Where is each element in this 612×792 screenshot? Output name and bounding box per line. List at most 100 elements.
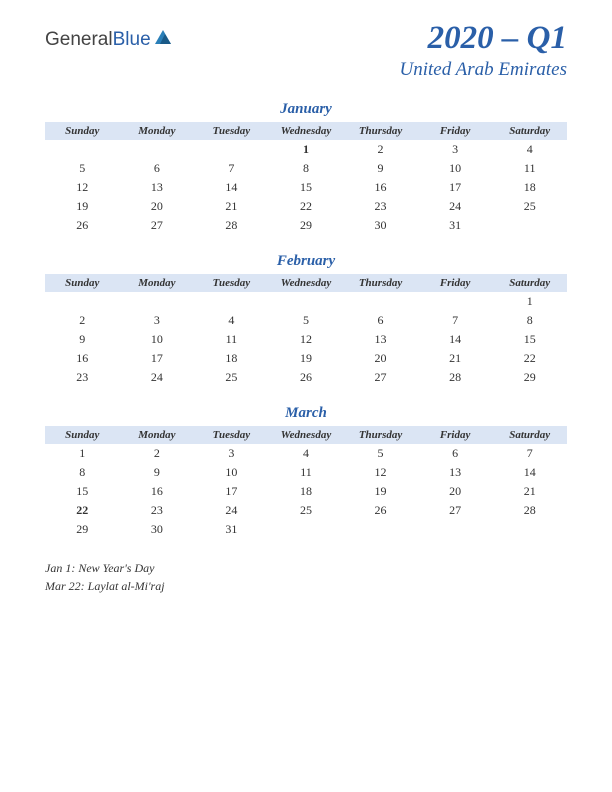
day-header: Saturday	[492, 426, 567, 444]
calendars-container: JanuarySundayMondayTuesdayWednesdayThurs…	[45, 101, 567, 539]
day-cell: 7	[194, 159, 269, 178]
day-cell: 17	[418, 178, 493, 197]
day-cell: 26	[343, 501, 418, 520]
table-row: 15161718192021	[45, 482, 567, 501]
day-cell: 16	[343, 178, 418, 197]
day-header: Tuesday	[194, 122, 269, 140]
day-cell: 4	[269, 444, 344, 463]
day-cell	[120, 292, 195, 311]
day-cell: 8	[45, 463, 120, 482]
day-cell: 19	[269, 349, 344, 368]
day-header: Thursday	[343, 274, 418, 292]
logo-text-1: General	[45, 29, 113, 50]
day-header: Monday	[120, 274, 195, 292]
day-cell	[45, 140, 120, 159]
day-cell: 4	[492, 140, 567, 159]
day-cell: 14	[418, 330, 493, 349]
table-row: 23242526272829	[45, 368, 567, 387]
month-block: FebruarySundayMondayTuesdayWednesdayThur…	[45, 253, 567, 387]
day-cell: 23	[343, 197, 418, 216]
day-cell: 9	[120, 463, 195, 482]
logo-text-2: Blue	[113, 29, 151, 50]
day-cell	[343, 520, 418, 539]
day-cell	[120, 140, 195, 159]
note-line: Jan 1: New Year's Day	[45, 559, 567, 577]
day-cell: 9	[343, 159, 418, 178]
day-header: Wednesday	[269, 426, 344, 444]
header: GeneralBlue 2020 – Q1 United Arab Emirat…	[45, 20, 567, 81]
day-cell: 24	[120, 368, 195, 387]
month-block: JanuarySundayMondayTuesdayWednesdayThurs…	[45, 101, 567, 235]
day-header: Monday	[120, 426, 195, 444]
day-cell	[492, 216, 567, 235]
day-header: Sunday	[45, 426, 120, 444]
table-row: 19202122232425	[45, 197, 567, 216]
logo-text: GeneralBlue	[45, 29, 151, 51]
month-name: March	[45, 405, 567, 422]
day-cell: 30	[120, 520, 195, 539]
day-cell: 20	[418, 482, 493, 501]
day-cell: 30	[343, 216, 418, 235]
day-cell: 14	[194, 178, 269, 197]
day-header: Wednesday	[269, 274, 344, 292]
day-cell: 13	[343, 330, 418, 349]
day-cell: 6	[343, 311, 418, 330]
day-cell: 7	[418, 311, 493, 330]
table-row: 1234	[45, 140, 567, 159]
day-cell: 25	[492, 197, 567, 216]
day-cell: 6	[120, 159, 195, 178]
table-row: 1	[45, 292, 567, 311]
table-row: 293031	[45, 520, 567, 539]
day-cell	[194, 292, 269, 311]
day-cell: 3	[194, 444, 269, 463]
day-cell: 31	[194, 520, 269, 539]
day-cell	[418, 292, 493, 311]
day-cell: 12	[45, 178, 120, 197]
day-cell	[492, 520, 567, 539]
day-header: Thursday	[343, 426, 418, 444]
day-header: Saturday	[492, 274, 567, 292]
day-cell: 16	[45, 349, 120, 368]
day-header: Friday	[418, 122, 493, 140]
day-cell: 12	[343, 463, 418, 482]
day-cell	[194, 140, 269, 159]
day-header: Friday	[418, 426, 493, 444]
day-cell: 27	[418, 501, 493, 520]
day-cell: 15	[492, 330, 567, 349]
day-cell: 29	[269, 216, 344, 235]
day-cell: 1	[45, 444, 120, 463]
title-block: 2020 – Q1 United Arab Emirates	[400, 20, 567, 81]
calendar-table: SundayMondayTuesdayWednesdayThursdayFrid…	[45, 122, 567, 235]
calendar-table: SundayMondayTuesdayWednesdayThursdayFrid…	[45, 426, 567, 539]
day-cell: 18	[492, 178, 567, 197]
day-cell: 10	[120, 330, 195, 349]
day-cell: 6	[418, 444, 493, 463]
table-row: 891011121314	[45, 463, 567, 482]
table-row: 12131415161718	[45, 178, 567, 197]
day-cell: 3	[418, 140, 493, 159]
day-cell: 7	[492, 444, 567, 463]
day-cell: 17	[194, 482, 269, 501]
day-cell: 8	[269, 159, 344, 178]
day-cell: 11	[492, 159, 567, 178]
day-cell: 23	[120, 501, 195, 520]
table-row: 567891011	[45, 159, 567, 178]
day-cell	[269, 520, 344, 539]
day-header: Sunday	[45, 122, 120, 140]
day-cell: 28	[194, 216, 269, 235]
day-cell: 25	[269, 501, 344, 520]
day-cell: 20	[343, 349, 418, 368]
day-cell: 10	[418, 159, 493, 178]
day-cell: 22	[269, 197, 344, 216]
day-cell: 24	[194, 501, 269, 520]
day-cell: 11	[194, 330, 269, 349]
day-cell: 13	[120, 178, 195, 197]
page-title: 2020 – Q1	[400, 20, 567, 57]
day-header: Friday	[418, 274, 493, 292]
day-cell: 21	[492, 482, 567, 501]
day-header: Tuesday	[194, 274, 269, 292]
day-cell: 23	[45, 368, 120, 387]
day-cell: 5	[343, 444, 418, 463]
day-cell: 25	[194, 368, 269, 387]
day-cell: 22	[45, 501, 120, 520]
